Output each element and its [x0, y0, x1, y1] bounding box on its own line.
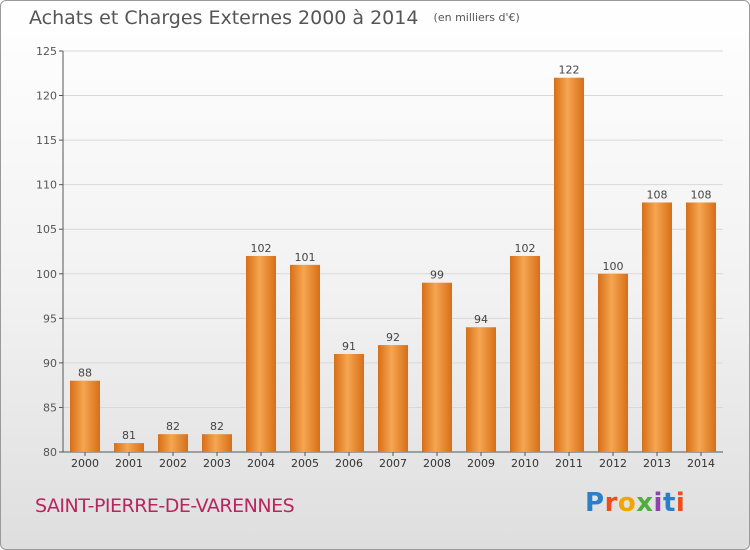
data-label: 94 [474, 313, 488, 326]
data-label: 108 [647, 188, 668, 201]
data-label: 102 [251, 242, 272, 255]
data-label: 88 [78, 367, 92, 380]
bar-2005 [290, 264, 320, 452]
bar-2011 [554, 77, 584, 452]
data-label: 82 [210, 420, 224, 433]
bars [70, 77, 716, 452]
x-tick-label: 2007 [379, 457, 407, 470]
data-label: 81 [122, 429, 136, 442]
logo-letter: t [662, 488, 676, 518]
x-tick-label: 2001 [115, 457, 143, 470]
y-tick-label: 100 [36, 268, 57, 281]
bar-2000 [70, 380, 100, 452]
chart-title: Achats et Charges Externes 2000 à 2014 (… [29, 7, 520, 29]
bar-2007 [378, 345, 408, 452]
bar-2012 [598, 273, 628, 452]
x-tick-label: 2009 [467, 457, 495, 470]
logo-letter: r [604, 488, 618, 518]
chart-title-text: Achats et Charges Externes 2000 à 2014 [29, 7, 419, 29]
x-tick-label: 2014 [687, 457, 715, 470]
x-tick-label: 2000 [71, 457, 99, 470]
y-tick-label: 95 [43, 312, 57, 325]
y-tick-label: 105 [36, 223, 57, 236]
bar-2002 [158, 434, 188, 452]
town-name: SAINT-PIERRE-DE-VARENNES [35, 495, 295, 517]
x-tick-label: 2002 [159, 457, 187, 470]
data-label: 108 [691, 188, 712, 201]
y-tick-label: 125 [36, 45, 57, 58]
y-tick-label: 80 [43, 446, 57, 459]
data-label: 100 [603, 260, 624, 273]
chart-unit-text: (en milliers d'€) [433, 11, 520, 24]
x-tick-label: 2010 [511, 457, 539, 470]
y-tick-label: 115 [36, 134, 57, 147]
bar-2001 [114, 443, 144, 452]
bar-2010 [510, 255, 540, 452]
bar-2013 [642, 202, 672, 452]
proxiti-logo[interactable]: Proxiti [585, 488, 685, 518]
x-tick-label: 2012 [599, 457, 627, 470]
logo-letter: x [636, 488, 654, 518]
logo-letter: P [585, 488, 605, 518]
y-tick-label: 90 [43, 357, 57, 370]
x-tick-label: 2008 [423, 457, 451, 470]
bar-2004 [246, 255, 276, 452]
data-label: 101 [295, 251, 316, 264]
x-tick-label: 2003 [203, 457, 231, 470]
bar-2006 [334, 353, 364, 452]
data-label: 99 [430, 269, 444, 282]
data-label: 102 [515, 242, 536, 255]
logo-letter: i [675, 488, 686, 518]
x-tick-label: 2005 [291, 457, 319, 470]
x-tick-label: 2004 [247, 457, 275, 470]
y-tick-label: 110 [36, 179, 57, 192]
data-label: 122 [559, 64, 580, 77]
data-label: 91 [342, 340, 356, 353]
data-label: 82 [166, 420, 180, 433]
logo-letter: o [617, 488, 637, 518]
bar-2014 [686, 202, 716, 452]
logo-letter: i [653, 488, 663, 518]
y-tick-label: 85 [43, 401, 57, 414]
bar-2003 [202, 434, 232, 452]
x-tick-label: 2011 [555, 457, 583, 470]
x-tick-label: 2013 [643, 457, 671, 470]
data-label: 92 [386, 331, 400, 344]
y-tick-label: 120 [36, 90, 57, 103]
bar-2009 [466, 327, 496, 452]
data-labels: 88 81 82 82 102 101 91 92 99 94 102 122 100 108 108 [78, 64, 712, 442]
bar-2008 [422, 282, 452, 452]
x-tick-label: 2006 [335, 457, 363, 470]
